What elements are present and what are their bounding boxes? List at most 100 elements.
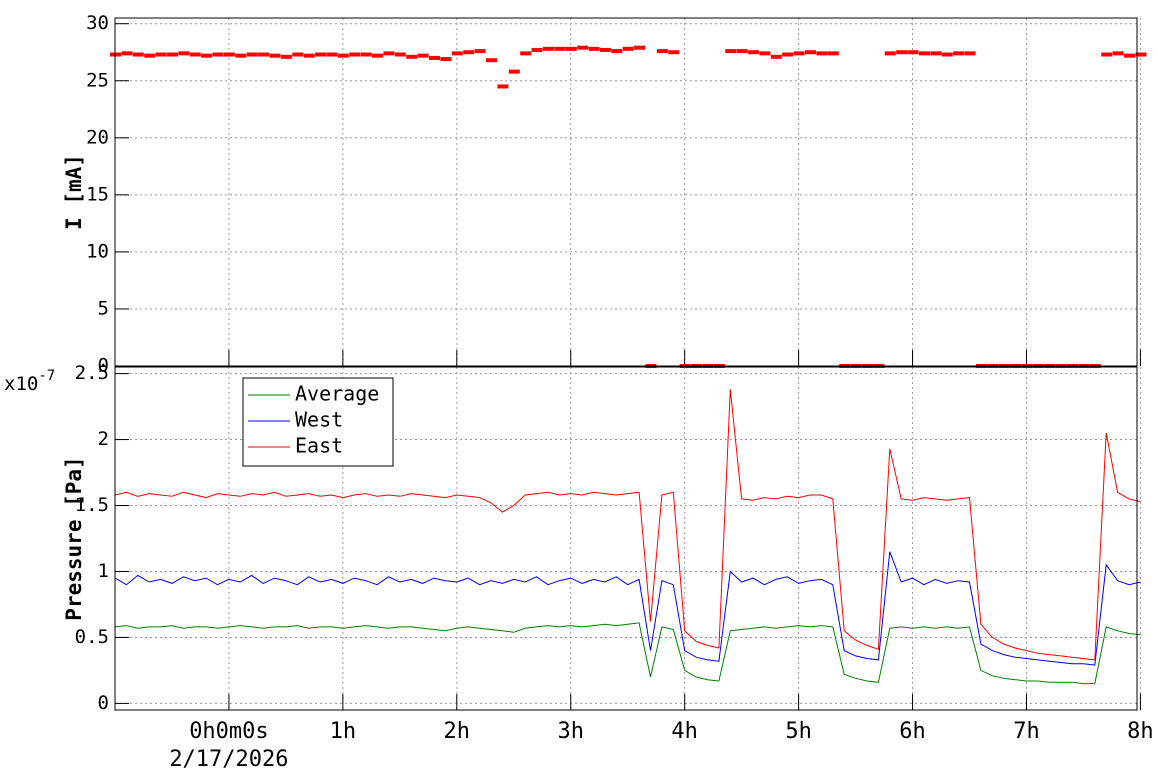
x-date-label: 2/17/2026 bbox=[169, 747, 288, 772]
legend-label: East bbox=[295, 434, 343, 458]
y-axis-title: I [mA] bbox=[62, 154, 86, 230]
data-point bbox=[235, 53, 247, 58]
data-point bbox=[622, 46, 634, 51]
data-point bbox=[577, 45, 589, 50]
y-tick-label: 0 bbox=[98, 355, 109, 377]
data-point bbox=[827, 51, 839, 56]
y-tick-label: 1.5 bbox=[75, 494, 109, 516]
data-point bbox=[668, 50, 680, 55]
data-point bbox=[132, 52, 144, 57]
data-point bbox=[474, 49, 486, 54]
data-point bbox=[588, 46, 600, 51]
data-point bbox=[953, 51, 965, 56]
plot-frame bbox=[114, 17, 1138, 367]
x-tick-label: 4h bbox=[671, 719, 698, 744]
x-tick-label: 6h bbox=[899, 719, 926, 744]
data-point bbox=[144, 53, 156, 58]
y-tick-label: 25 bbox=[86, 69, 109, 91]
y-tick-label: 0.5 bbox=[75, 626, 109, 648]
data-point bbox=[1124, 53, 1136, 58]
legend-box bbox=[242, 377, 394, 467]
legend-label: West bbox=[295, 408, 343, 432]
y-tick-label: 2.5 bbox=[75, 362, 109, 384]
data-point bbox=[292, 52, 304, 57]
data-point bbox=[417, 53, 429, 58]
data-point bbox=[383, 51, 395, 56]
data-point bbox=[269, 53, 281, 58]
data-point bbox=[520, 51, 532, 56]
data-point bbox=[337, 53, 349, 58]
data-point bbox=[508, 69, 520, 74]
data-point bbox=[315, 52, 327, 57]
x-tick-label: 5h bbox=[785, 719, 812, 744]
data-line bbox=[114, 551, 1141, 666]
data-point bbox=[121, 51, 133, 56]
data-point bbox=[770, 54, 782, 59]
data-point bbox=[941, 52, 953, 57]
x-tick-label: 7h bbox=[1013, 719, 1040, 744]
data-point bbox=[1112, 51, 1124, 56]
data-point bbox=[930, 51, 942, 56]
y-tick-label: 30 bbox=[86, 12, 109, 34]
data-point bbox=[805, 50, 817, 55]
data-point bbox=[907, 50, 919, 55]
data-point bbox=[896, 50, 908, 55]
data-point bbox=[485, 58, 497, 63]
data-point bbox=[542, 46, 554, 51]
data-point bbox=[884, 51, 896, 56]
y-tick-label: 2 bbox=[98, 428, 109, 450]
y-multiplier: x10-7 bbox=[4, 368, 55, 395]
data-point bbox=[554, 46, 566, 51]
data-point bbox=[634, 45, 646, 50]
data-point bbox=[599, 47, 611, 52]
data-point bbox=[178, 51, 190, 56]
data-point bbox=[748, 50, 760, 55]
y-tick-label: 10 bbox=[86, 240, 109, 262]
data-point bbox=[155, 52, 167, 57]
data-point bbox=[223, 52, 235, 57]
data-point bbox=[372, 53, 384, 58]
x-tick-label: 8h bbox=[1127, 719, 1154, 744]
data-point bbox=[1135, 52, 1147, 57]
y-tick-label: 0 bbox=[98, 692, 109, 714]
y-tick-label: 1 bbox=[98, 560, 109, 582]
data-point bbox=[394, 52, 406, 57]
data-point bbox=[451, 51, 463, 56]
data-point bbox=[440, 57, 452, 62]
y-tick-label: 15 bbox=[86, 183, 109, 205]
data-point bbox=[611, 49, 623, 54]
data-point bbox=[793, 51, 805, 56]
legend-label: Average bbox=[295, 382, 379, 406]
data-point bbox=[201, 53, 213, 58]
data-point bbox=[303, 53, 315, 58]
data-point bbox=[816, 51, 828, 56]
data-point bbox=[531, 47, 543, 52]
data-point bbox=[246, 52, 258, 57]
data-point bbox=[166, 52, 178, 57]
data-point bbox=[406, 54, 418, 59]
data-point bbox=[189, 52, 201, 57]
data-point bbox=[360, 52, 372, 57]
data-line bbox=[114, 622, 1141, 685]
data-point bbox=[736, 49, 748, 54]
data-point bbox=[759, 51, 771, 56]
data-point bbox=[1101, 52, 1113, 57]
y-tick-label: 5 bbox=[98, 297, 109, 319]
y-multiplier-base: x10 bbox=[4, 373, 38, 395]
data-point bbox=[326, 52, 338, 57]
y-multiplier-exponent: -7 bbox=[38, 368, 55, 384]
x-tick-label: 0h0m0s bbox=[189, 719, 268, 744]
data-point bbox=[349, 52, 361, 57]
data-point bbox=[463, 50, 475, 55]
data-point bbox=[497, 84, 509, 89]
data-point bbox=[565, 46, 577, 51]
data-point bbox=[725, 49, 737, 54]
data-point bbox=[258, 52, 270, 57]
x-tick-label: 2h bbox=[444, 719, 471, 744]
data-point bbox=[918, 51, 930, 56]
data-point bbox=[212, 52, 224, 57]
data-point bbox=[280, 54, 292, 59]
data-point bbox=[656, 49, 668, 54]
x-tick-label: 1h bbox=[330, 719, 357, 744]
